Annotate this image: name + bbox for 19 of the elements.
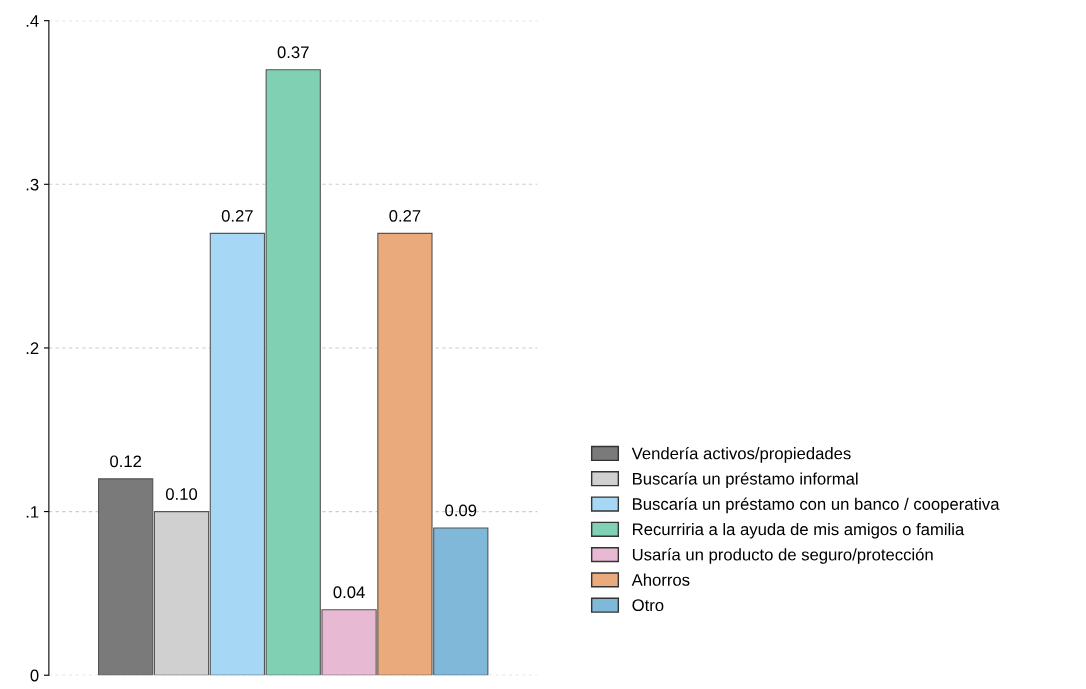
data-label: 0.27 bbox=[221, 209, 253, 222]
legend-label: Buscaría un préstamo con un banco / cooperativa bbox=[633, 497, 1000, 514]
legend-label: Vendería activos/propiedades bbox=[631, 446, 851, 463]
y-tick-label: 0 bbox=[30, 669, 39, 682]
y-tick-label: .4 bbox=[26, 15, 39, 27]
legend-label: Buscaría un préstamo informal bbox=[633, 472, 858, 488]
y-tick-label: .3 bbox=[26, 178, 39, 191]
y-tick-label: .2 bbox=[26, 342, 39, 354]
data-label: 0.37 bbox=[277, 46, 309, 59]
legend-label: Otro bbox=[632, 599, 664, 612]
data-label: 0.10 bbox=[165, 488, 198, 500]
legend-label: Recurriria a la ayuda de mis amigos o familia bbox=[633, 522, 965, 539]
data-label: 0.09 bbox=[445, 504, 477, 517]
data-label: 0.04 bbox=[333, 586, 365, 599]
data-label: 0.27 bbox=[389, 209, 421, 222]
y-tick-label: .1 bbox=[26, 506, 39, 518]
legend-label: Usaría un producto de seguro/protección bbox=[632, 548, 933, 564]
legend-label: Ahorros bbox=[631, 573, 690, 586]
data-label: 0.12 bbox=[110, 455, 142, 468]
